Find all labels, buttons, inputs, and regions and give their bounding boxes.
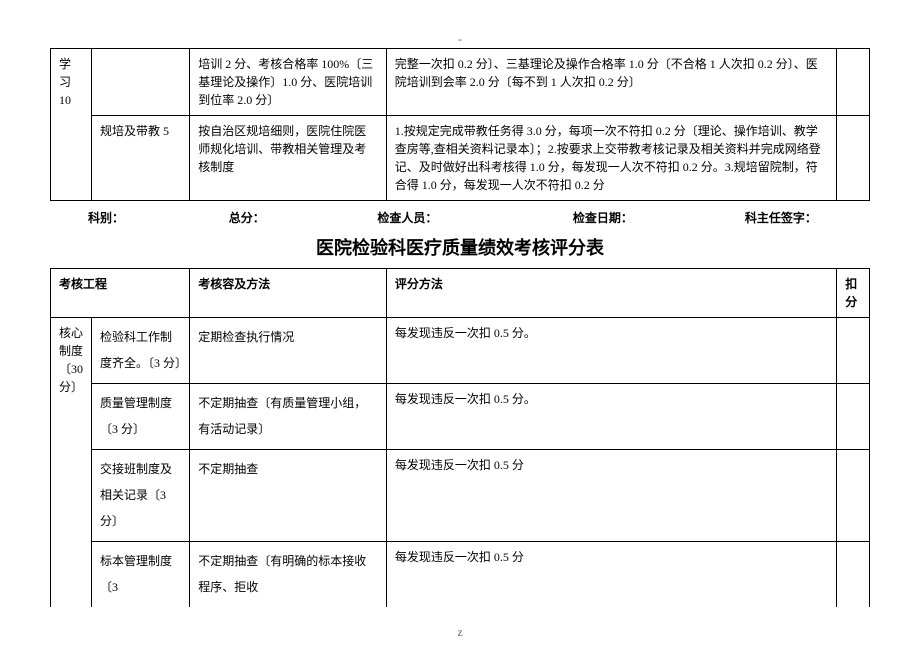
method-cell: 定期检查执行情况	[190, 318, 387, 384]
table-header-row: 考核工程 考核容及方法 评分方法 扣分	[51, 269, 870, 318]
page-bottom-marker: z	[50, 611, 870, 641]
category-cell: 学习10	[51, 49, 92, 201]
method-cell: 不定期抽查〔有质量管理小组，有活动记录〕	[190, 383, 387, 449]
deduct-cell	[837, 318, 870, 384]
table-row: 学习10 培训 2 分、考核合格率 100%〔三基理论及操作〕1.0 分、医院培…	[51, 49, 870, 116]
header-cat: 考核工程	[51, 269, 190, 318]
deduct-cell	[837, 383, 870, 449]
item-cell: 规培及带教 5	[91, 116, 189, 201]
scoring-cell: 每发现违反一次扣 0.5 分。	[386, 383, 836, 449]
header-deduct: 扣分	[837, 269, 870, 318]
method-cell: 培训 2 分、考核合格率 100%〔三基理论及操作〕1.0 分、医院培训到位率 …	[190, 49, 387, 116]
signature-line: 科别： 总分： 检查人员： 检查日期： 科主任签字：	[50, 205, 870, 231]
table-upper: 学习10 培训 2 分、考核合格率 100%〔三基理论及操作〕1.0 分、医院培…	[50, 48, 870, 201]
table-row: 标本管理制度〔3 不定期抽查〔有明确的标本接收程序、拒收 每发现违反一次扣 0.…	[51, 541, 870, 606]
page-top-marker: -	[50, 30, 870, 48]
method-cell: 按自治区规培细则，医院住院医师规化培训、带教相关管理及考核制度	[190, 116, 387, 201]
item-cell: 检验科工作制度齐全。〔3 分〕	[92, 318, 190, 384]
total-label: 总分：	[229, 209, 378, 227]
table-row: 核心制度〔30分〕 检验科工作制度齐全。〔3 分〕 定期检查执行情况 每发现违反…	[51, 318, 870, 384]
table-row: 质量管理制度〔3 分〕 不定期抽查〔有质量管理小组，有活动记录〕 每发现违反一次…	[51, 383, 870, 449]
deduct-cell	[837, 49, 870, 116]
scoring-cell: 每发现违反一次扣 0.5 分。	[386, 318, 836, 384]
scoring-cell: 每发现违反一次扣 0.5 分	[386, 449, 836, 541]
table-row: 交接班制度及相关记录〔3 分〕 不定期抽查 每发现违反一次扣 0.5 分	[51, 449, 870, 541]
header-scoring: 评分方法	[386, 269, 836, 318]
item-cell	[91, 49, 189, 116]
deduct-cell	[837, 116, 870, 201]
deduct-cell	[837, 541, 870, 606]
scoring-cell: 1.按规定完成带教任务得 3.0 分，每项一次不符扣 0.2 分〔理论、操作培训…	[386, 116, 837, 201]
group-label-cell: 核心制度〔30分〕	[51, 318, 92, 607]
deduct-cell	[837, 449, 870, 541]
scoring-cell: 完整一次扣 0.2 分〕、三基理论及操作合格率 1.0 分〔不合格 1 人次扣 …	[386, 49, 837, 116]
method-cell: 不定期抽查	[190, 449, 387, 541]
table-row: 规培及带教 5 按自治区规培细则，医院住院医师规化培训、带教相关管理及考核制度 …	[51, 116, 870, 201]
item-cell: 质量管理制度〔3 分〕	[92, 383, 190, 449]
table-lower: 考核工程 考核容及方法 评分方法 扣分 核心制度〔30分〕 检验科工作制度齐全。…	[50, 268, 870, 607]
date-label: 检查日期：	[573, 209, 745, 227]
scoring-cell: 每发现违反一次扣 0.5 分	[386, 541, 836, 606]
item-cell: 交接班制度及相关记录〔3 分〕	[92, 449, 190, 541]
inspector-label: 检查人员：	[377, 209, 573, 227]
main-title: 医院检验科医疗质量绩效考核评分表	[50, 231, 870, 268]
method-cell: 不定期抽查〔有明确的标本接收程序、拒收	[190, 541, 387, 606]
item-cell: 标本管理制度〔3	[92, 541, 190, 606]
header-method: 考核容及方法	[190, 269, 387, 318]
sign-label: 科主任签字：	[745, 209, 817, 227]
dept-label: 科别：	[88, 209, 229, 227]
